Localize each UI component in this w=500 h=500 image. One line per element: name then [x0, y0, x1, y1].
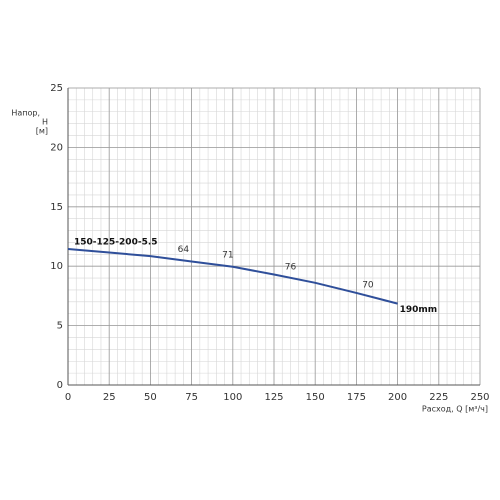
curve: [67, 247, 398, 305]
x-tick-label: 100: [223, 392, 242, 403]
x-tick-label: 150: [306, 392, 325, 403]
y-tick-label: 10: [50, 261, 63, 272]
x-tick-label: 0: [65, 392, 71, 403]
efficiency-label: 64: [178, 245, 190, 255]
x-tick-label: 175: [347, 392, 366, 403]
x-tick-label: 200: [388, 392, 407, 403]
efficiency-label: 71: [222, 251, 233, 261]
x-tick-label: 250: [470, 392, 489, 403]
x-tick-label: 25: [103, 392, 116, 403]
x-tick-label: 225: [429, 392, 448, 403]
efficiency-label: 70: [362, 280, 374, 290]
x-tick-label: 50: [144, 392, 157, 403]
y-axis-label: [м]: [36, 127, 48, 136]
y-axis-label: Напор,: [11, 109, 40, 118]
y-tick-label: 20: [50, 142, 63, 153]
y-axis-label: H: [42, 118, 48, 127]
efficiency-label: 76: [285, 262, 297, 272]
y-tick-label: 0: [57, 380, 63, 391]
x-axis-label: Расход, Q [м³/ч]: [422, 405, 488, 414]
y-tick-label: 15: [50, 202, 63, 213]
x-tick-label: 75: [185, 392, 198, 403]
x-tick-label: 125: [264, 392, 283, 403]
y-tick-label: 5: [57, 321, 63, 332]
legend-entry: 150-125-200-5.5: [74, 237, 158, 247]
curve-label: 190mm: [400, 305, 438, 315]
y-tick-label: 25: [50, 83, 63, 94]
